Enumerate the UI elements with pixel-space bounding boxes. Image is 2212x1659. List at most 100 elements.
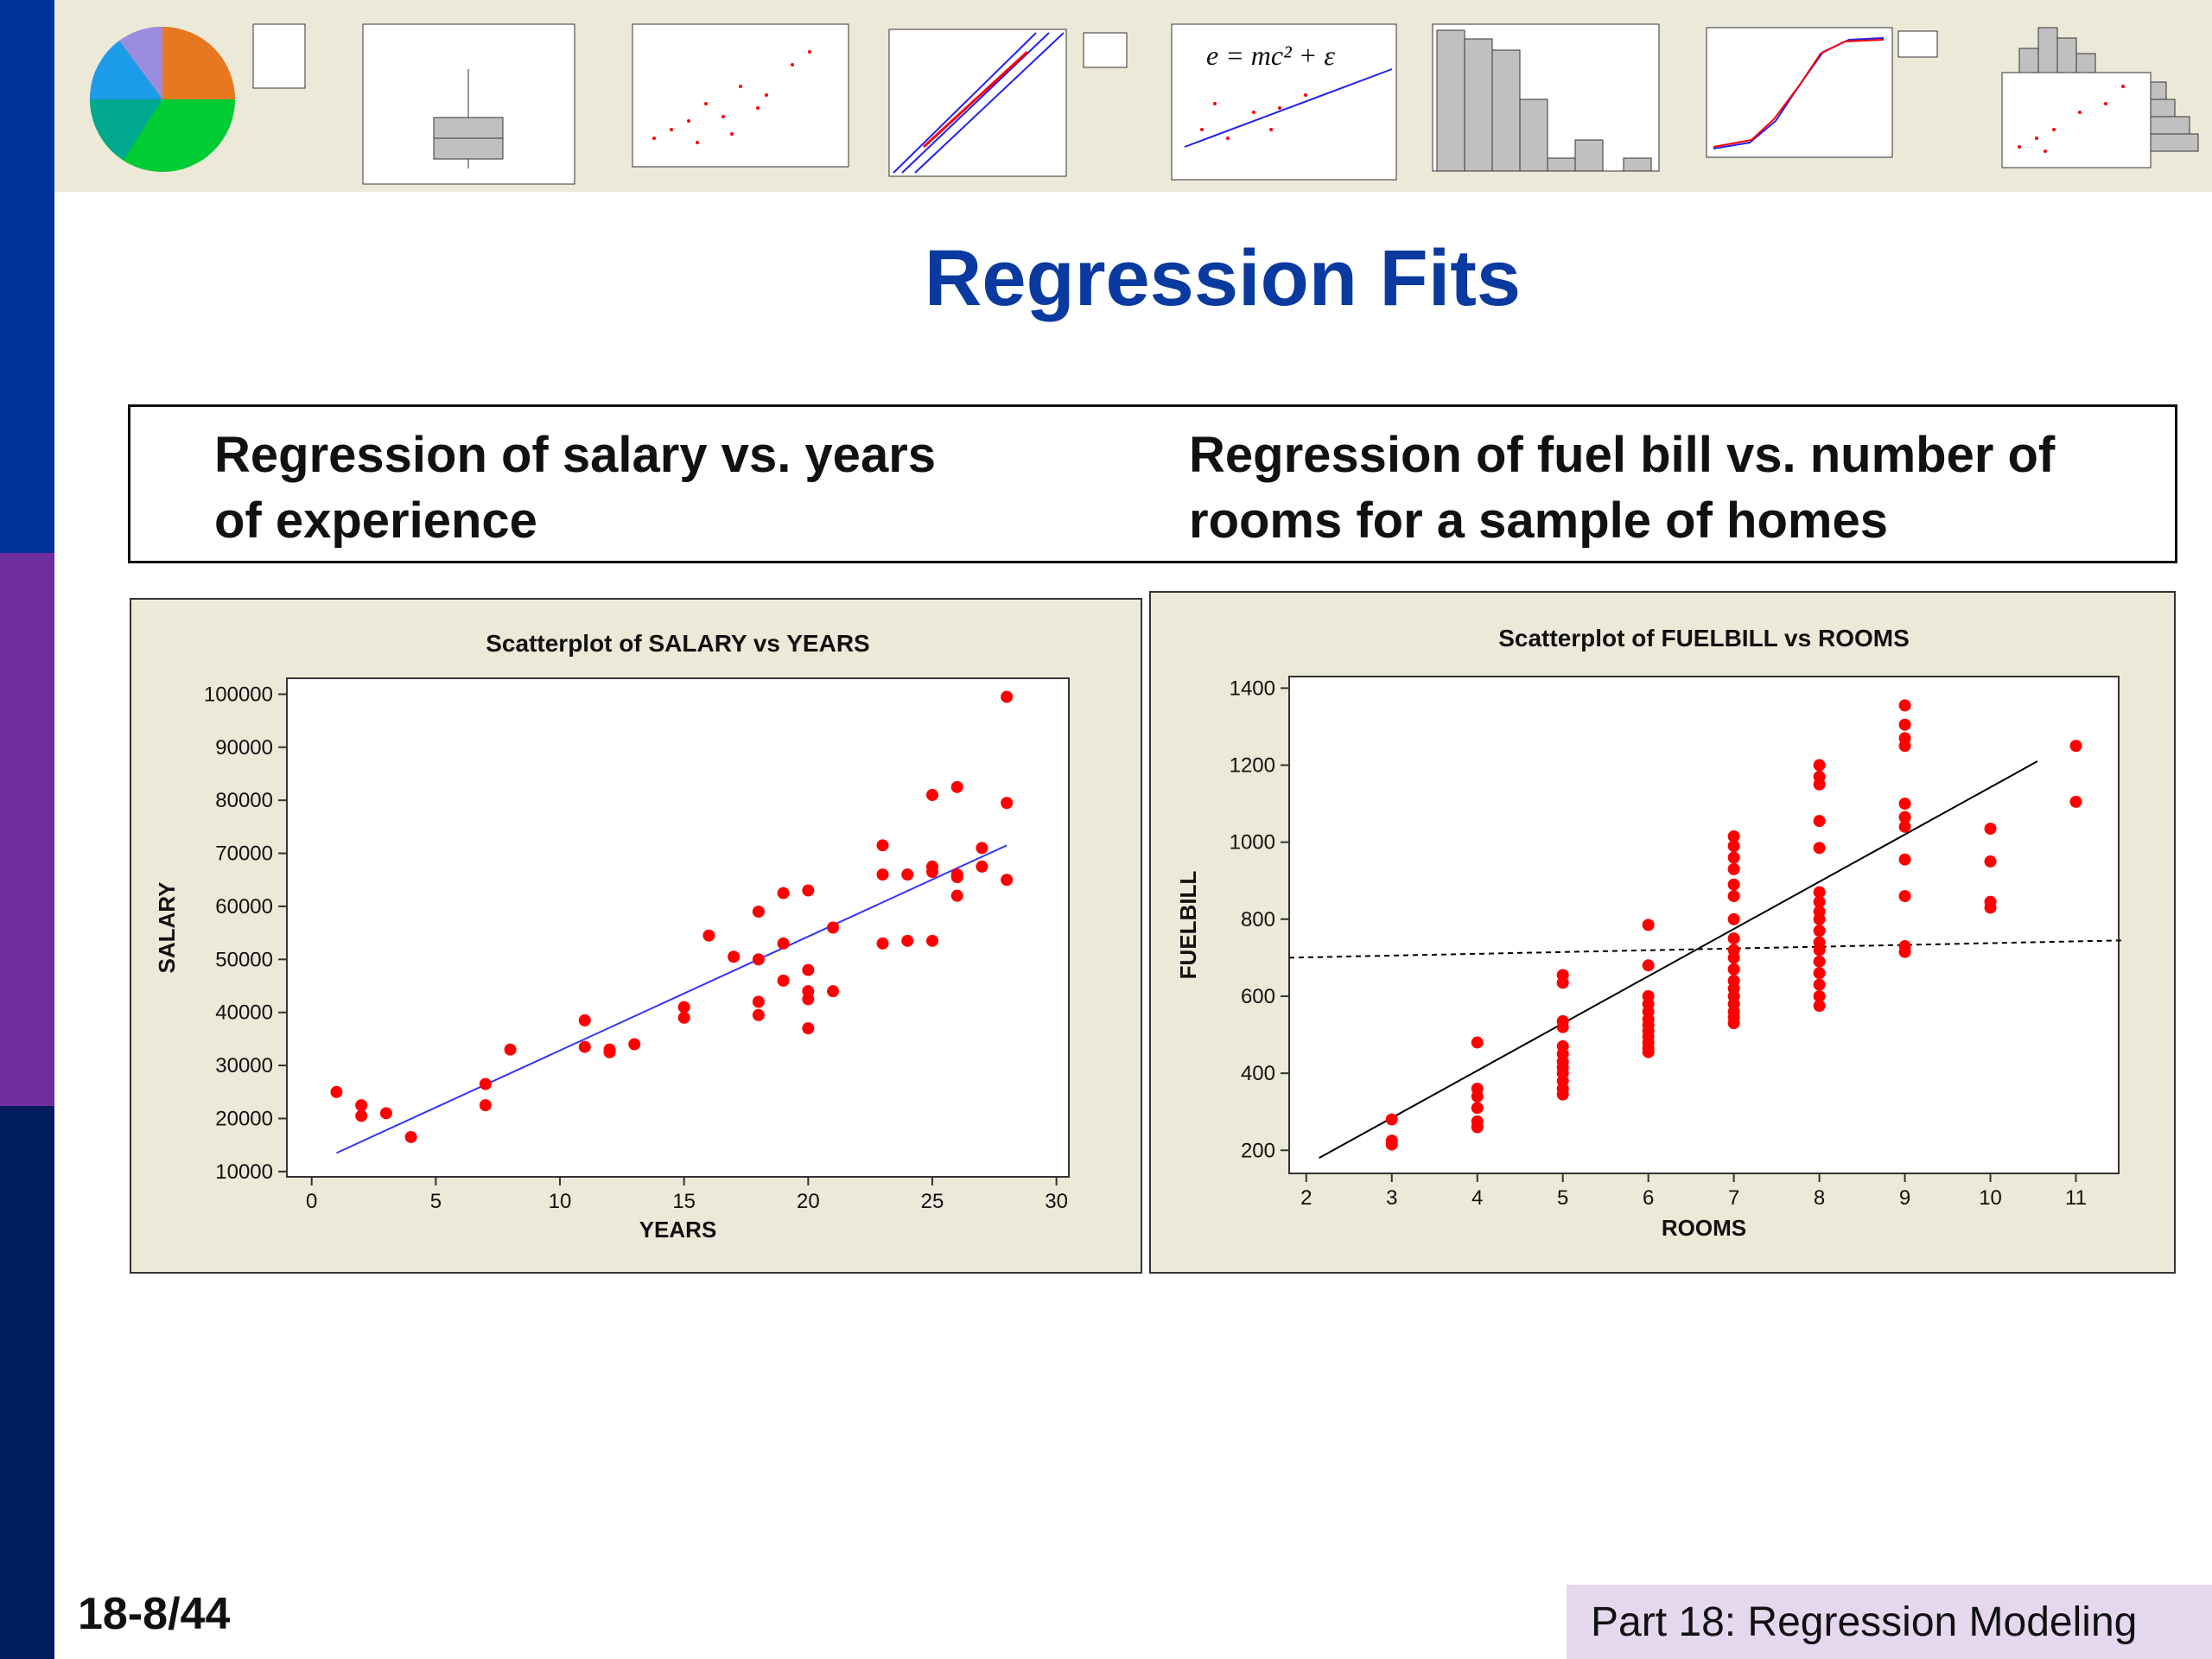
data-point	[479, 1099, 492, 1112]
data-point	[603, 1043, 616, 1056]
y-tick-label: 70000	[215, 842, 273, 866]
data-point	[802, 884, 815, 897]
data-point	[925, 866, 938, 879]
data-point	[1813, 955, 1826, 968]
fuelbill-chart-panel: Scatterplot of FUELBILL vs ROOMS 2 3 4 5 6 7 8 9…	[1149, 591, 2176, 1274]
data-point	[752, 1008, 765, 1021]
y-tick-label: 200	[1241, 1139, 1275, 1162]
data-point	[1471, 1090, 1484, 1103]
data-point	[355, 1109, 368, 1122]
data-point	[1556, 1020, 1569, 1033]
data-point	[1471, 1121, 1484, 1134]
data-point	[1727, 862, 1740, 875]
left-bar-middle	[0, 553, 54, 1106]
salary-scatterplot: Scatterplot of SALARY vs YEARS 0 5 10 15 20 25…	[154, 630, 1070, 1243]
x-tick-label: 9	[1899, 1186, 1910, 1210]
data-point	[802, 1022, 815, 1035]
data-point	[1642, 1046, 1655, 1058]
data-point	[901, 868, 914, 881]
data-point	[677, 1011, 690, 1024]
data-point	[1727, 932, 1740, 945]
data-point	[1813, 978, 1826, 991]
x-tick-label: 10	[1979, 1186, 2002, 1210]
data-point	[1898, 740, 1911, 753]
x-tick-label: 5	[1557, 1186, 1568, 1210]
data-point	[1984, 823, 1997, 836]
slide-title: Regression Fits	[924, 234, 1522, 322]
data-point	[901, 934, 914, 947]
caption-right: Regression of fuel bill vs. number of ro…	[1189, 427, 2056, 549]
data-point	[1001, 874, 1014, 887]
data-point	[876, 868, 889, 881]
x-tick-label: 10	[549, 1190, 572, 1213]
data-point	[976, 842, 988, 855]
thumb-scatter	[594, 0, 865, 190]
y-tick-label: 600	[1241, 985, 1275, 1008]
y-tick-label: 90000	[215, 736, 273, 760]
data-point	[330, 1085, 343, 1098]
y-tick-label: 100000	[204, 683, 273, 706]
data-point	[1813, 895, 1826, 908]
thumb-pie-chart	[54, 0, 326, 190]
thumb-marginal-plot	[1942, 0, 2212, 190]
fuelbill-scatterplot: Scatterplot of FUELBILL vs ROOMS 2 3 4 5 6 7 8 9…	[1175, 625, 2123, 1241]
y-tick-label: 30000	[215, 1054, 273, 1077]
data-point	[1813, 1000, 1826, 1013]
data-point	[1813, 842, 1826, 855]
data-point	[1727, 878, 1740, 891]
data-point	[777, 974, 790, 987]
data-point	[1813, 886, 1826, 899]
data-point	[1642, 918, 1655, 931]
data-point	[1984, 855, 1997, 868]
x-tick-label: 20	[797, 1190, 820, 1213]
data-point	[1471, 1036, 1484, 1049]
data-point	[1813, 759, 1826, 772]
data-point	[925, 789, 938, 802]
data-point	[950, 780, 963, 793]
x-tick-label: 5	[430, 1190, 442, 1213]
data-point	[504, 1043, 517, 1056]
data-point	[578, 1040, 591, 1053]
data-point	[950, 871, 963, 884]
caption-box: Regression of salary vs. years of experi…	[128, 404, 2177, 563]
data-point	[1001, 797, 1014, 810]
plot-area	[1288, 676, 2120, 1174]
data-point	[1727, 890, 1740, 903]
data-point	[827, 921, 840, 934]
data-point	[950, 889, 963, 902]
data-point	[876, 937, 889, 950]
thumb-histogram	[1402, 0, 1674, 190]
data-point	[1727, 840, 1740, 853]
data-point	[1727, 851, 1740, 864]
caption-left: Regression of salary vs. years of experi…	[214, 427, 937, 549]
data-point	[1813, 815, 1826, 828]
y-tick-label: 80000	[215, 789, 273, 812]
data-point	[1898, 820, 1911, 833]
data-point	[1898, 699, 1911, 712]
data-point	[1898, 945, 1911, 958]
data-point	[578, 1014, 591, 1027]
data-point	[479, 1077, 492, 1090]
data-point	[1642, 959, 1655, 972]
regression-line	[336, 844, 1007, 1154]
data-point	[752, 906, 765, 918]
x-tick-label: 6	[1643, 1186, 1654, 1210]
formula-text: e = mc² + ε	[1206, 40, 1335, 71]
data-point	[1813, 925, 1826, 938]
data-point	[827, 985, 840, 998]
data-point	[925, 934, 938, 947]
x-tick-label: 25	[921, 1190, 944, 1213]
data-point	[1385, 1113, 1398, 1126]
data-point	[752, 995, 765, 1008]
data-point	[1813, 944, 1826, 957]
data-point	[2069, 795, 2082, 808]
data-point	[1727, 963, 1740, 976]
data-point	[1471, 1102, 1484, 1115]
thumb-boxplot	[324, 0, 595, 190]
x-tick-label: 4	[1471, 1186, 1483, 1210]
data-point	[1813, 778, 1826, 791]
data-point	[1813, 912, 1826, 925]
data-point	[1556, 1088, 1569, 1101]
data-point	[876, 839, 889, 852]
y-axis-label: SALARY	[154, 882, 180, 974]
